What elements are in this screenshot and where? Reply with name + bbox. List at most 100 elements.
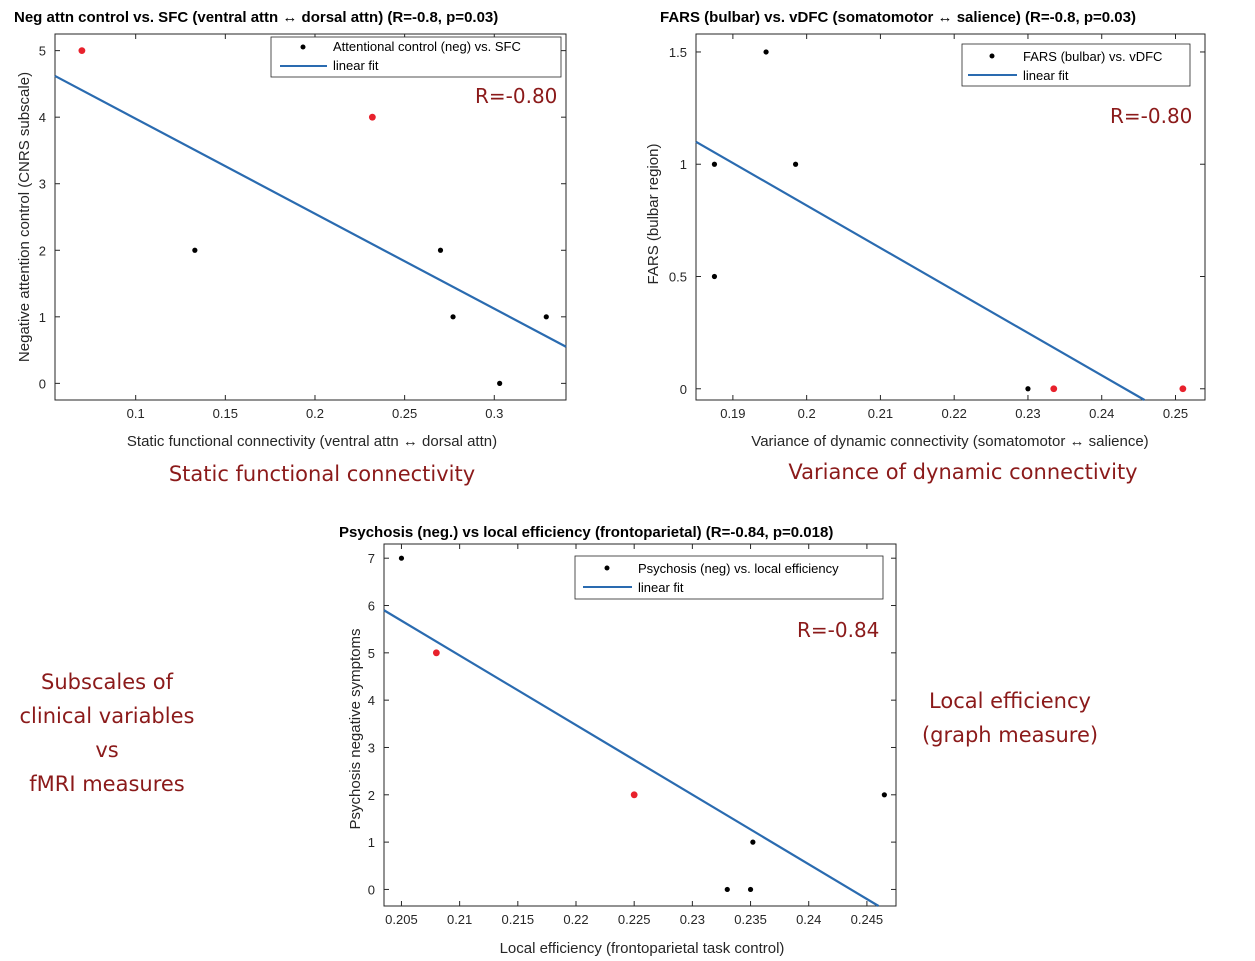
tick-group: 0.205 0.21 0.215 0.22 0.225 0.23 0.235 0.24 0.24… (368, 544, 896, 927)
data-point (543, 314, 549, 320)
chart-local-efficiency: Psychosis (neg.) vs local efficiency (fr… (339, 524, 897, 957)
x-tick-label: 0.23 (680, 912, 705, 927)
caption-line: Local efficiency (929, 689, 1091, 713)
y-tick-label: 0 (39, 376, 46, 391)
fit-group (54, 74, 567, 348)
y-tick-label: 0.5 (669, 270, 687, 285)
data-point-highlighted (432, 649, 440, 657)
caption-sfc: Static functional connectivity (168, 462, 476, 486)
y-tick-label: 2 (39, 243, 46, 258)
legend: FARS (bulbar) vs. vDFC linear fit (961, 43, 1191, 87)
fit-group (695, 140, 1146, 401)
points-group (711, 49, 1187, 393)
x-tick-label: 0.21 (447, 912, 472, 927)
fit-line (695, 140, 1146, 401)
y-tick-label: 2 (368, 788, 375, 803)
caption-vdfc: Variance of dynamic connectivity (788, 460, 1138, 484)
legend: Psychosis (neg) vs. local efficiency lin… (574, 555, 884, 600)
caption-line: fMRI measures (29, 772, 185, 796)
y-tick-label: 0 (680, 382, 687, 397)
caption-line: clinical variables (19, 704, 195, 728)
y-tick-label: 4 (39, 110, 46, 125)
x-tick-label: 0.205 (385, 912, 418, 927)
x-tick-label: 0.2 (798, 406, 816, 421)
r-annotation: R=-0.80 (475, 84, 557, 108)
caption-line: (graph measure) (921, 723, 1099, 747)
y-tick-label: 0 (368, 882, 375, 897)
legend-marker-points (300, 44, 306, 50)
legend-box (270, 36, 562, 78)
points-group (78, 47, 549, 386)
chart-vdfc: FARS (bulbar) vs. vDFC (somatomotor ↔ sa… (645, 9, 1206, 450)
x-tick-label: 0.25 (1163, 406, 1188, 421)
x-axis-label: Static functional connectivity (ventral … (127, 433, 497, 450)
x-tick-label: 0.245 (851, 912, 884, 927)
y-tick-label: 4 (368, 693, 375, 708)
x-tick-label: 0.24 (1089, 406, 1114, 421)
caption-local-efficiency: Local efficiency (graph measure) (905, 684, 1115, 752)
data-point (497, 380, 503, 386)
data-point (192, 247, 198, 253)
caption-clinical-vs-fmri: Subscales of clinical variables vs fMRI … (2, 665, 212, 801)
y-tick-label: 1 (39, 310, 46, 325)
y-tick-label: 6 (368, 599, 375, 614)
legend: Attentional control (neg) vs. SFC linear… (270, 36, 562, 78)
y-tick-label: 1 (680, 157, 687, 172)
data-point-highlighted (1179, 385, 1187, 393)
data-point (450, 314, 456, 320)
data-point (747, 886, 754, 893)
data-point (792, 161, 799, 167)
y-tick-label: 3 (368, 740, 375, 755)
x-tick-label: 0.215 (502, 912, 535, 927)
legend-label-points: Attentional control (neg) vs. SFC (333, 39, 521, 54)
legend-label-fit: linear fit (333, 58, 379, 73)
y-tick-label: 3 (39, 177, 46, 192)
data-point-highlighted (368, 113, 376, 121)
legend-marker-points (604, 565, 610, 571)
data-point (711, 161, 718, 167)
data-point (437, 247, 444, 253)
tick-group: 0.1 0.15 0.2 0.25 0.3 0 1 2 3 4 5 (39, 34, 566, 421)
data-point (881, 792, 887, 798)
x-tick-label: 0.22 (942, 406, 967, 421)
x-tick-label: 0.235 (734, 912, 767, 927)
chart-title: FARS (bulbar) vs. vDFC (somatomotor ↔ sa… (660, 9, 1136, 26)
data-point-highlighted (78, 47, 86, 55)
points-group (398, 555, 887, 893)
legend-label-points: FARS (bulbar) vs. vDFC (1023, 49, 1162, 64)
x-tick-label: 0.23 (1015, 406, 1040, 421)
data-point (763, 49, 769, 55)
plot-area (383, 543, 897, 907)
fit-group (383, 609, 880, 907)
legend-box (961, 43, 1191, 87)
legend-label-fit: linear fit (1023, 68, 1069, 83)
plot-area (54, 33, 567, 401)
y-tick-label: 1.5 (669, 45, 687, 60)
data-point (1025, 386, 1031, 392)
legend-label-points: Psychosis (neg) vs. local efficiency (638, 561, 839, 576)
data-point-highlighted (630, 791, 638, 799)
x-tick-label: 0.1 (127, 406, 145, 421)
x-axis-label: Variance of dynamic connectivity (somato… (751, 433, 1148, 450)
x-axis-label: Local efficiency (frontoparietal task co… (500, 940, 785, 957)
data-point (398, 555, 405, 561)
x-tick-label: 0.15 (213, 406, 238, 421)
tick-group: 0.19 0.2 0.21 0.22 0.23 0.24 0.25 0 0.5 1 1.5 (669, 34, 1205, 421)
x-tick-label: 0.21 (868, 406, 893, 421)
y-axis-label: FARS (bulbar region) (645, 144, 662, 285)
caption-line: vs (95, 738, 119, 762)
y-tick-label: 7 (368, 551, 375, 566)
fit-line (54, 74, 567, 348)
data-point (750, 839, 756, 845)
chart-title: Psychosis (neg.) vs local efficiency (fr… (339, 524, 833, 541)
y-tick-label: 1 (368, 835, 375, 850)
y-axis-label: Negative attention control (CNRS subscal… (16, 72, 33, 362)
x-tick-label: 0.2 (306, 406, 324, 421)
x-tick-label: 0.24 (796, 912, 821, 927)
y-axis-label: Psychosis negative symptoms (347, 629, 364, 830)
x-tick-label: 0.25 (392, 406, 417, 421)
y-tick-label: 5 (39, 44, 46, 59)
x-tick-label: 0.225 (618, 912, 651, 927)
plot-area (695, 33, 1206, 401)
